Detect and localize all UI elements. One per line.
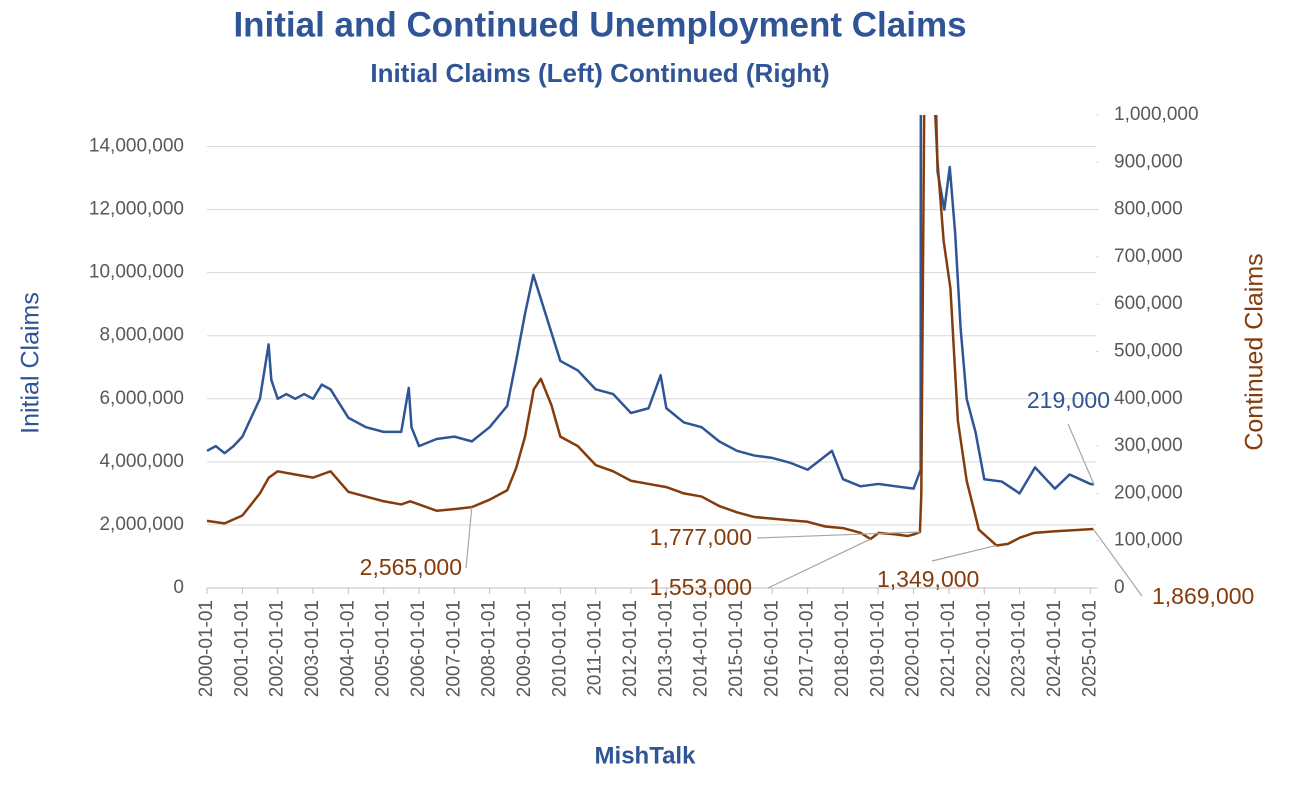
overlay: 2,565,000 1,777,000 1,553,000 1,349,000 1,86… xyxy=(360,387,1255,609)
y2-tick-label: 600,000 xyxy=(1114,293,1183,314)
x-tick-label: 2025-01-01 xyxy=(1079,600,1100,697)
annotation-leader xyxy=(1067,423,1095,485)
x-axis-title: MishTalk xyxy=(595,742,697,769)
x-tick-label: 2018-01-01 xyxy=(832,600,853,697)
series-line xyxy=(206,115,1095,495)
y2-tick-label: 300,000 xyxy=(1114,435,1183,456)
x-tick-label: 2022-01-01 xyxy=(973,600,994,697)
annotation-leader xyxy=(767,538,871,589)
y2-axis-title: Continued Claims xyxy=(1241,253,1269,450)
annotation-label: 1,553,000 xyxy=(650,574,752,600)
y2-tick-label: 1,000,000 xyxy=(1114,104,1199,125)
x-tick-label: 2019-01-01 xyxy=(867,600,888,697)
x-tick-label: 2000-01-01 xyxy=(196,600,217,697)
y2-tick-label: 200,000 xyxy=(1114,482,1183,503)
x-tick-label: 2004-01-01 xyxy=(337,600,358,697)
y-tick-label: 6,000,000 xyxy=(99,388,184,409)
annotation-leader xyxy=(931,544,997,562)
annotation-label: 1,777,000 xyxy=(650,524,752,550)
y-tick-label: 12,000,000 xyxy=(89,199,184,220)
x-tick-label: 2011-01-01 xyxy=(585,600,606,696)
y2-tick-label: 100,000 xyxy=(1114,530,1183,551)
chart-subtitle: Initial Claims (Left) Continued (Right) xyxy=(370,58,829,88)
x-tick-label: 2002-01-01 xyxy=(267,600,288,697)
x-tick-label: 2001-01-01 xyxy=(231,600,252,697)
x-tick-label: 2009-01-01 xyxy=(514,600,535,697)
x-tick-label: 2012-01-01 xyxy=(620,600,641,697)
x-tick-label: 2010-01-01 xyxy=(549,600,570,697)
x-tick-label: 2005-01-01 xyxy=(373,600,394,697)
x-tick-label: 2015-01-01 xyxy=(726,600,747,697)
y2-tick-label: 500,000 xyxy=(1114,341,1183,362)
y2-tick-label: 800,000 xyxy=(1114,199,1183,220)
x-tick-label: 2021-01-01 xyxy=(938,600,959,697)
annotation-leader xyxy=(465,507,473,569)
y-tick-label: 14,000,000 xyxy=(89,136,184,157)
y2-tick-label: 0 xyxy=(1114,577,1125,598)
y-tick-label: 4,000,000 xyxy=(99,451,184,472)
annotation-label: 219,000 xyxy=(1027,387,1110,413)
annotation-label: 2,565,000 xyxy=(360,554,462,580)
y-tick-label: 2,000,000 xyxy=(99,514,184,535)
x-tick-label: 2013-01-01 xyxy=(655,600,676,697)
x-tick-label: 2008-01-01 xyxy=(479,600,500,697)
annotation-label: 1,869,000 xyxy=(1152,583,1254,609)
x-tick-label: 2023-01-01 xyxy=(1009,600,1030,697)
series-line xyxy=(206,115,1094,547)
x-tick-label: 2024-01-01 xyxy=(1044,600,1065,697)
annotation-label: 1,349,000 xyxy=(877,566,979,592)
x-tick-label: 2016-01-01 xyxy=(761,600,782,697)
x-tick-label: 2007-01-01 xyxy=(443,600,464,697)
y2-tick-label: 700,000 xyxy=(1114,246,1183,267)
x-tick-label: 2006-01-01 xyxy=(408,600,429,697)
y2-tick-label: 900,000 xyxy=(1114,151,1183,172)
annotation-leader xyxy=(1092,528,1143,597)
x-tick-label: 2014-01-01 xyxy=(691,600,712,697)
y-tick-label: 0 xyxy=(173,577,184,598)
grid: 0 2,000,000 4,000,000 6,000,000 8,000,000 10,… xyxy=(89,104,1199,697)
annotation-leader xyxy=(756,531,920,539)
plot-area xyxy=(206,115,1095,547)
chart-title: Initial and Continued Unemployment Claim… xyxy=(233,5,966,44)
y-axis-title: Initial Claims xyxy=(17,292,45,434)
y2-tick-label: 400,000 xyxy=(1114,388,1183,409)
x-tick-label: 2017-01-01 xyxy=(797,600,818,697)
y-tick-label: 8,000,000 xyxy=(99,325,184,346)
x-tick-label: 2003-01-01 xyxy=(302,600,323,697)
y-tick-label: 10,000,000 xyxy=(89,262,184,283)
x-tick-label: 2020-01-01 xyxy=(903,600,924,697)
